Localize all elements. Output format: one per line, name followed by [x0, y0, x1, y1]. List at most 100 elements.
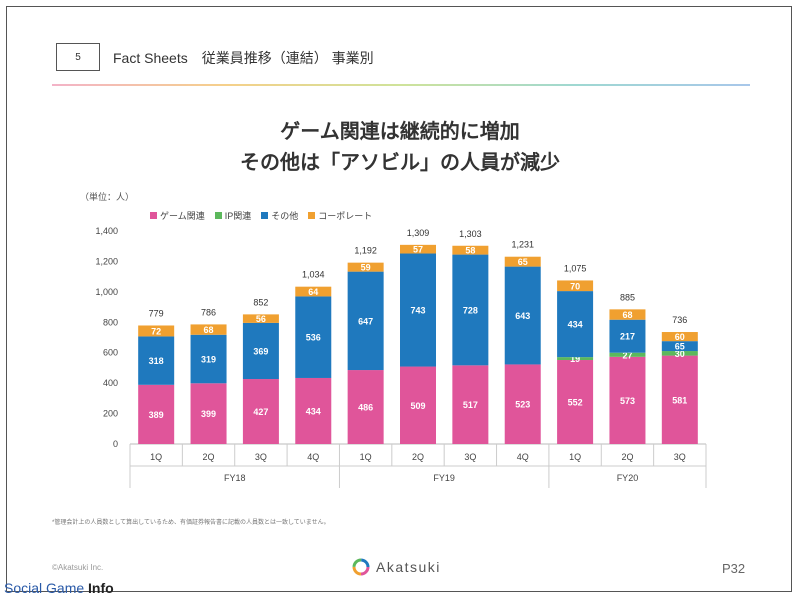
bar-segment-corporate — [347, 262, 384, 272]
bar-segment-other — [295, 296, 332, 378]
watermark-part-1: Social Game — [4, 580, 89, 596]
data-label: 58 — [465, 246, 475, 256]
legend-swatch-ip — [214, 212, 222, 219]
logo-text: Akatsuki — [376, 559, 441, 575]
quarter-label: 1Q — [360, 452, 372, 462]
total-label: 779 — [149, 308, 164, 318]
data-label: 647 — [358, 316, 373, 326]
y-tick-label: 400 — [103, 378, 118, 388]
page-label: P32 — [722, 561, 746, 576]
bar-segment-corporate — [242, 314, 279, 323]
data-label: 643 — [515, 311, 530, 321]
total-label: 736 — [672, 315, 687, 325]
legend-label-ip: IP関連 — [224, 211, 252, 221]
bar-segment-corporate — [295, 286, 332, 297]
headline-line-1: ゲーム関連は継続的に増加 — [280, 121, 520, 143]
data-label: 68 — [204, 325, 214, 335]
copyright: ©Akatsuki Inc. — [52, 563, 104, 572]
total-label: 786 — [201, 307, 216, 317]
total-label: 1,303 — [459, 229, 482, 239]
data-label: 68 — [622, 310, 632, 320]
fiscal-year-label: FY20 — [617, 473, 639, 483]
bar-segment-corporate — [190, 324, 227, 335]
watermark: Social Game Info — [4, 580, 114, 596]
data-label: 743 — [410, 306, 425, 316]
bar-segment-game — [138, 384, 175, 444]
y-tick-label: 1,400 — [95, 226, 118, 236]
data-label: 427 — [253, 407, 268, 417]
data-label: 369 — [253, 346, 268, 356]
bar-segment-corporate — [609, 309, 646, 320]
quarter-label: 4Q — [517, 452, 529, 462]
chart-legend: ゲーム関連 IP関連 その他 コーポレート — [150, 209, 372, 222]
legend-label-other: その他 — [271, 211, 299, 221]
bar-segment-other — [452, 254, 489, 366]
akatsuki-logo: Akatsuki — [352, 558, 441, 576]
header-divider — [52, 84, 750, 86]
bar-segment-other — [190, 334, 227, 384]
y-tick-label: 0 — [113, 439, 118, 449]
unit-label: （単位：人） — [80, 192, 135, 202]
data-label: 581 — [672, 395, 687, 405]
legend-swatch-game — [150, 212, 157, 219]
data-label: 27 — [622, 350, 632, 360]
headline-line-2: その他は「アソビル」の人員が減少 — [240, 152, 560, 174]
legend-swatch-other — [261, 212, 269, 219]
data-label: 65 — [518, 257, 528, 267]
quarter-label: 3Q — [255, 452, 267, 462]
data-label: 552 — [568, 398, 583, 408]
total-label: 885 — [620, 292, 635, 302]
y-tick-label: 1,200 — [95, 256, 118, 266]
bar-segment-other — [138, 336, 175, 385]
bar-segment-ip — [557, 357, 594, 361]
y-tick-label: 1,000 — [95, 287, 118, 297]
footnote: *管理会計上の人員数として算出しているため、有価証券報告書に記載の人員数とは一致… — [52, 520, 330, 526]
data-label: 523 — [515, 400, 530, 410]
data-label: 72 — [151, 326, 161, 336]
slide-frame — [6, 6, 792, 592]
akatsuki-logo-icon — [352, 558, 370, 576]
bar-segment-other — [661, 341, 698, 352]
bar-segment-corporate — [138, 325, 175, 337]
bar-segment-game — [609, 356, 646, 444]
y-tick-label: 800 — [103, 317, 118, 327]
bar-segment-ip — [609, 352, 646, 357]
bar-segment-game — [242, 379, 279, 444]
bar-segment-other — [557, 291, 594, 358]
bar-segment-other — [242, 322, 279, 380]
bar-segment-game — [452, 365, 489, 444]
bar-segment-game — [504, 364, 541, 444]
bar-segment-game — [295, 377, 332, 444]
data-label: 217 — [620, 332, 635, 342]
bar-segment-other — [609, 319, 646, 353]
data-label: 56 — [256, 314, 266, 324]
bar-segment-corporate — [661, 332, 698, 342]
legend-item-game: ゲーム関連 — [150, 209, 205, 222]
y-tick-label: 600 — [103, 348, 118, 358]
data-label: 728 — [463, 305, 478, 315]
data-label: 399 — [201, 409, 216, 419]
total-label: 1,034 — [302, 270, 325, 280]
data-label: 517 — [463, 400, 478, 410]
bar-segment-game — [661, 355, 698, 444]
data-label: 536 — [306, 333, 321, 343]
bar-segment-ip — [661, 351, 698, 356]
bar-segment-corporate — [504, 256, 541, 267]
quarter-label: 3Q — [464, 452, 476, 462]
bar-segment-game — [557, 360, 594, 444]
page-number-box: 5 — [56, 43, 100, 71]
fiscal-year-label: FY18 — [224, 473, 246, 483]
quarter-label: 1Q — [150, 452, 162, 462]
quarter-label: 2Q — [203, 452, 215, 462]
bar-segment-other — [347, 271, 384, 371]
bar-segment-game — [190, 383, 227, 444]
watermark-part-2: Info — [88, 580, 114, 596]
bar-segment-corporate — [400, 244, 436, 254]
legend-item-other: その他 — [261, 209, 298, 222]
data-label: 19 — [570, 354, 580, 364]
data-label: 70 — [570, 281, 580, 291]
data-label: 65 — [675, 342, 685, 352]
quarter-label: 2Q — [621, 452, 633, 462]
legend-label-corporate: コーポレート — [318, 211, 373, 221]
